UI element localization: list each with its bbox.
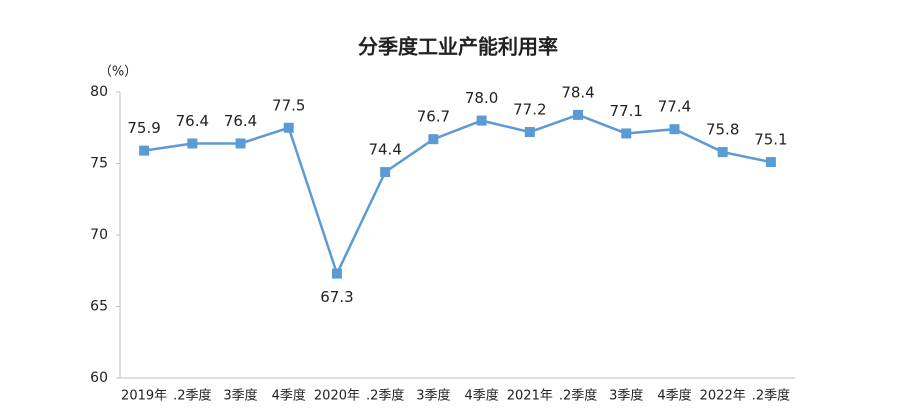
- marker: [331, 268, 342, 279]
- marker: [524, 127, 535, 138]
- x-tick-label: 2020年: [314, 389, 360, 404]
- x-tick-label: 2019年: [121, 389, 167, 404]
- data-label: 67.3: [320, 288, 353, 306]
- x-tick-label: 3季度: [223, 388, 257, 404]
- data-label: 77.4: [658, 98, 691, 116]
- data-label: 75.8: [706, 121, 739, 139]
- y-tick-label: 65: [90, 299, 108, 315]
- marker: [621, 128, 632, 139]
- chart-title: 分季度工业产能利用率: [358, 35, 558, 59]
- line: [143, 113, 772, 277]
- marker: [717, 147, 728, 158]
- marker: [573, 109, 584, 120]
- marker: [187, 138, 198, 149]
- marker: [428, 134, 439, 145]
- x-tick-label: 2022年: [700, 389, 746, 404]
- x-tick-label: .2季度: [559, 388, 597, 404]
- data-label: 78.0: [465, 89, 498, 107]
- data-label: 76.4: [224, 112, 257, 130]
- x-tick-label: 4季度: [657, 388, 691, 404]
- y-tick-label: 80: [90, 84, 108, 100]
- marker: [765, 157, 776, 168]
- data-label: 75.9: [127, 119, 160, 137]
- data-label: 75.1: [754, 131, 787, 149]
- x-tick-label: 2021年: [507, 389, 553, 404]
- x-tick-label: .2季度: [752, 388, 790, 404]
- data-label: 77.5: [272, 96, 305, 114]
- data-label: 76.4: [176, 112, 209, 130]
- marker: [669, 124, 680, 135]
- marker: [235, 138, 246, 149]
- x-tick-label: 3季度: [416, 388, 450, 404]
- x-tick-label: 3季度: [609, 388, 643, 404]
- data-label: 77.1: [610, 102, 643, 120]
- marker: [139, 145, 150, 156]
- y-unit: （%）: [99, 65, 137, 80]
- y-tick-label: 60: [90, 370, 108, 386]
- marker: [380, 167, 391, 178]
- marker: [283, 122, 294, 133]
- y-tick-label: 75: [90, 156, 108, 172]
- y-tick-label: 70: [90, 227, 108, 243]
- marker: [476, 115, 487, 126]
- data-label: 77.2: [513, 101, 546, 119]
- data-label: 76.7: [417, 108, 450, 126]
- x-tick-label: 4季度: [272, 388, 306, 404]
- x-tick-label: .2季度: [173, 388, 211, 404]
- x-tick-label: .2季度: [366, 388, 404, 404]
- data-label: 78.4: [561, 83, 594, 101]
- data-label: 74.4: [368, 141, 401, 159]
- x-tick-label: 4季度: [464, 388, 498, 404]
